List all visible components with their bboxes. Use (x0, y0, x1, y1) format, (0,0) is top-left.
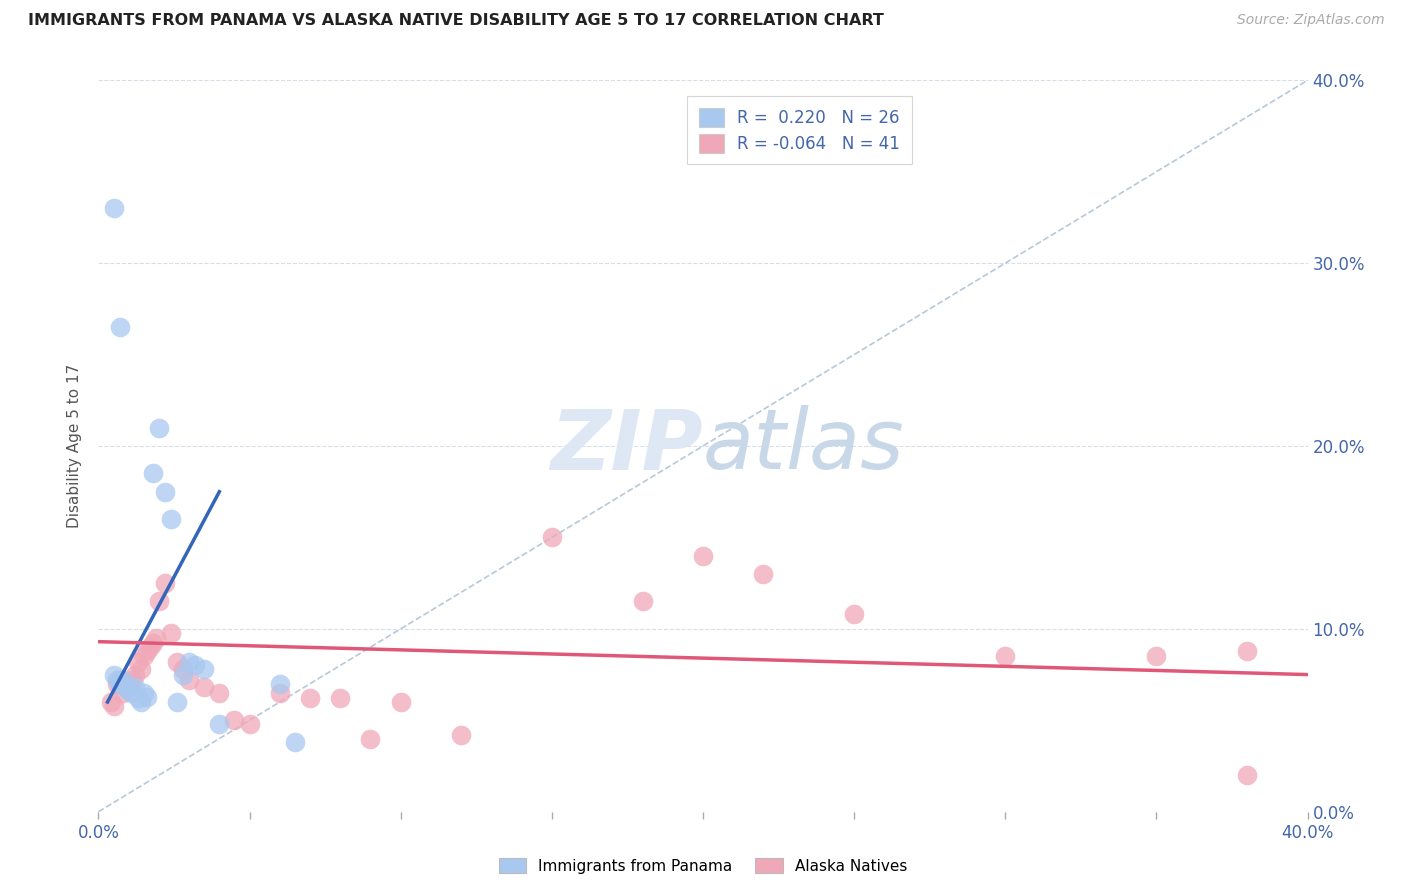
Point (284, 735, 307, 749)
Point (135, 690, 157, 704)
Point (103, 698, 125, 713)
Point (114, 681, 136, 695)
Point (148, 594, 170, 608)
Text: Source: ZipAtlas.com: Source: ZipAtlas.com (1237, 13, 1385, 28)
Point (108, 676, 131, 690)
Point (166, 695, 188, 709)
Point (160, 625, 183, 640)
Point (103, 667, 125, 681)
Point (360, 731, 382, 746)
Point (108, 673, 131, 687)
Point (103, 202, 125, 216)
Point (329, 691, 352, 706)
Point (450, 728, 472, 742)
Point (299, 691, 322, 706)
Point (108, 320, 131, 334)
Point (121, 686, 143, 700)
Point (114, 681, 136, 695)
Point (111, 673, 134, 687)
Point (540, 530, 562, 544)
Point (145, 631, 167, 645)
Point (118, 676, 141, 690)
Point (135, 644, 157, 658)
Point (994, 649, 1017, 664)
Point (111, 686, 134, 700)
Point (389, 695, 412, 709)
Point (692, 549, 714, 563)
Point (193, 681, 215, 695)
Point (127, 691, 149, 706)
Point (208, 717, 231, 731)
Point (1144, 649, 1167, 664)
Point (179, 655, 201, 669)
Point (752, 567, 775, 582)
Point (105, 673, 128, 687)
Point (179, 673, 201, 687)
Point (118, 684, 141, 698)
Point (160, 512, 183, 526)
Point (239, 717, 262, 731)
Point (269, 676, 291, 690)
Point (129, 662, 152, 676)
Point (269, 686, 291, 700)
Point (132, 649, 155, 664)
Point (129, 695, 152, 709)
Text: atlas: atlas (703, 406, 904, 486)
Legend: Immigrants from Panama, Alaska Natives: Immigrants from Panama, Alaska Natives (492, 852, 914, 880)
Point (139, 640, 162, 655)
Point (172, 667, 194, 681)
Point (148, 421, 170, 435)
Point (224, 714, 246, 728)
Point (208, 686, 231, 700)
Point (193, 662, 215, 676)
Point (121, 673, 143, 687)
Point (100, 695, 122, 709)
Point (844, 607, 866, 622)
Point (127, 655, 149, 669)
Point (124, 667, 146, 681)
Point (132, 686, 155, 700)
Point (124, 681, 146, 695)
Point (105, 676, 128, 690)
Point (631, 594, 654, 608)
Text: ZIP: ZIP (550, 406, 703, 486)
Point (142, 636, 165, 650)
Text: IMMIGRANTS FROM PANAMA VS ALASKA NATIVE DISABILITY AGE 5 TO 17 CORRELATION CHART: IMMIGRANTS FROM PANAMA VS ALASKA NATIVE … (28, 13, 884, 29)
Point (1236, 644, 1258, 658)
Point (1236, 768, 1258, 782)
Y-axis label: Disability Age 5 to 17: Disability Age 5 to 17 (67, 364, 83, 528)
Point (153, 484, 176, 499)
Point (142, 467, 165, 481)
Point (166, 655, 188, 669)
Point (184, 658, 207, 673)
Point (172, 662, 194, 676)
Legend: R =  0.220   N = 26, R = -0.064   N = 41: R = 0.220 N = 26, R = -0.064 N = 41 (688, 96, 912, 164)
Point (153, 576, 176, 591)
